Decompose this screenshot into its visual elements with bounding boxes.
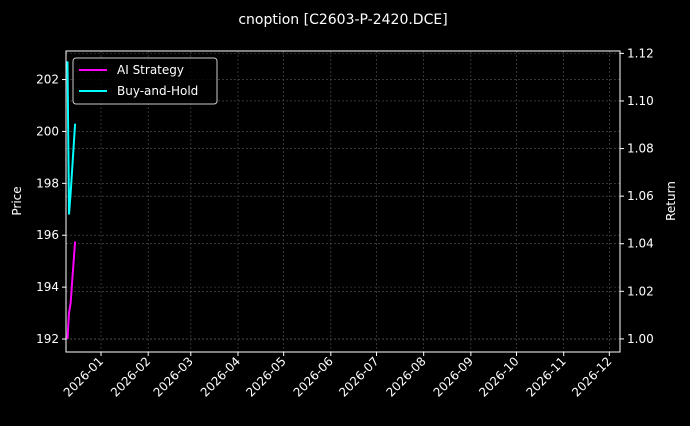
x-tick-label: 2026-05 — [243, 354, 288, 399]
chart-title: cnoption [C2603-P-2420.DCE] — [238, 12, 447, 28]
y-tick-label-left: 196 — [36, 228, 59, 242]
y-tick-label-right: 1.12 — [627, 46, 654, 60]
x-tick-label: 2026-08 — [383, 354, 428, 399]
y-tick-label-right: 1.02 — [627, 284, 654, 298]
legend-label-ai-strategy: AI Strategy — [117, 63, 184, 77]
y-tick-label-left: 192 — [36, 332, 59, 346]
legend-box — [72, 57, 218, 105]
y-tick-label-right: 1.08 — [627, 142, 654, 156]
plot-frame — [65, 50, 621, 353]
y-tick-label-left: 202 — [36, 73, 59, 87]
y-axis-label-left: Price — [10, 186, 24, 215]
x-tick-label: 2026-06 — [291, 354, 336, 399]
y-tick-label-left: 198 — [36, 176, 59, 190]
x-tick-label: 2026-03 — [151, 354, 196, 399]
y-tick-label-left: 200 — [36, 124, 59, 138]
y-tick-label-right: 1.06 — [627, 189, 654, 203]
series-lines — [66, 61, 77, 339]
y-axis-label-right: Return — [664, 181, 678, 221]
x-tick-label: 2026-10 — [476, 354, 521, 399]
series-line-buy-and-hold — [66, 61, 77, 215]
x-tick-label: 2026-12 — [569, 354, 614, 399]
y-tick-label-right: 1.00 — [627, 332, 654, 346]
legend-label-buy-and-hold: Buy-and-Hold — [117, 84, 198, 98]
y-tick-label-right: 1.04 — [627, 237, 654, 251]
y-tick-label-right: 1.10 — [627, 94, 654, 108]
x-tick-label: 2026-07 — [336, 354, 381, 399]
x-tick-label: 2026-04 — [198, 354, 243, 399]
x-tick-label: 2026-11 — [523, 354, 568, 399]
y-tick-label-left: 194 — [36, 280, 59, 294]
legend: AI Strategy Buy-and-Hold — [72, 57, 218, 105]
x-tick-label: 2026-01 — [61, 354, 106, 399]
x-tick-label: 2026-09 — [431, 354, 476, 399]
series-line-ai-strategy — [66, 241, 77, 339]
x-tick-label: 2026-02 — [108, 354, 153, 399]
